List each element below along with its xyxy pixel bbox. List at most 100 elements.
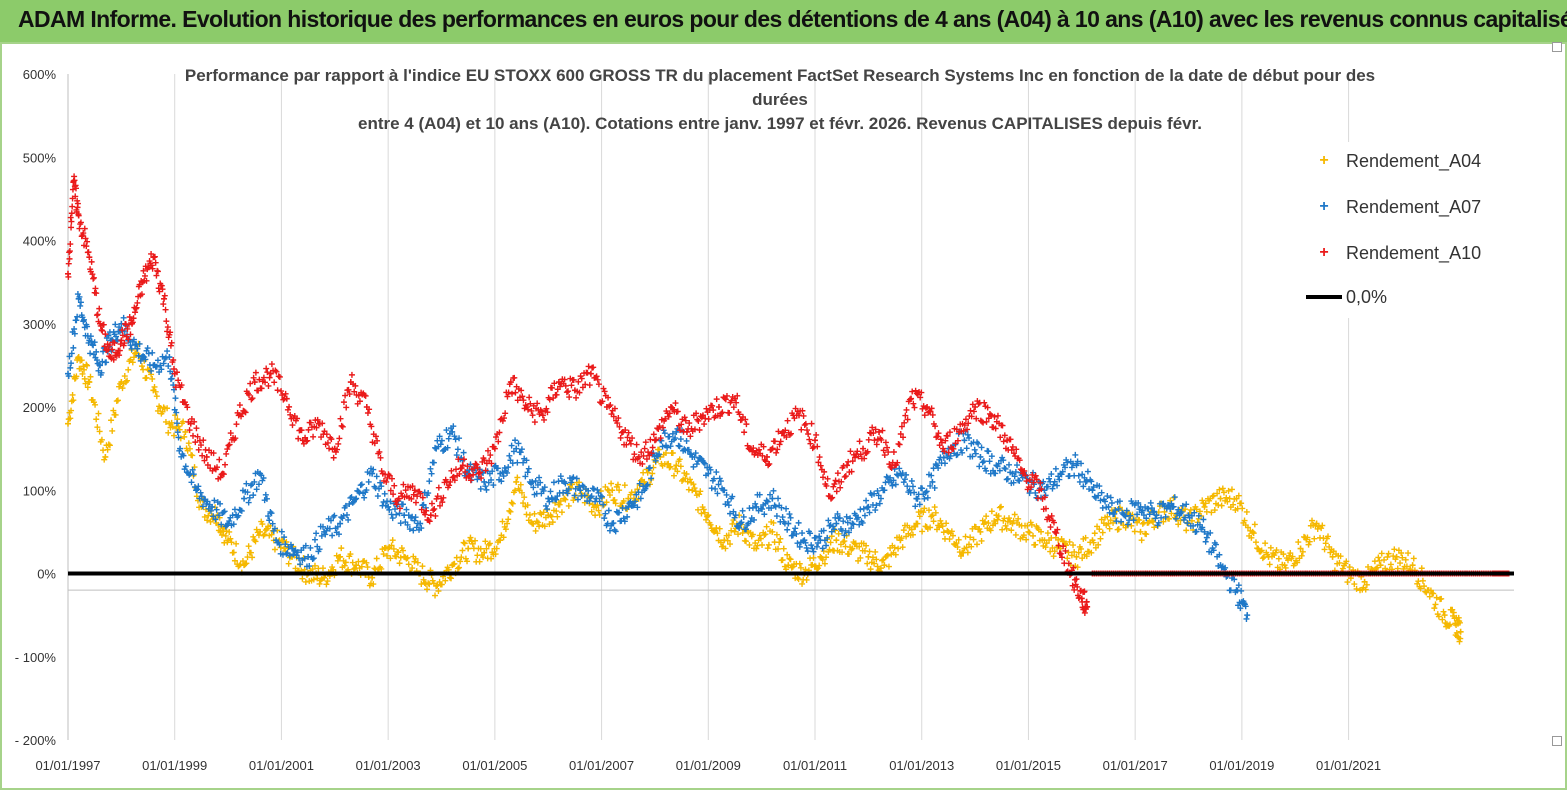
data-point <box>1004 475 1011 482</box>
data-point <box>148 250 155 257</box>
data-point <box>278 528 285 535</box>
data-point <box>1280 551 1287 558</box>
data-point <box>1030 532 1037 539</box>
data-point <box>96 428 103 435</box>
data-point <box>967 407 974 414</box>
data-point <box>319 523 326 530</box>
data-point <box>888 464 895 471</box>
data-point <box>743 421 750 428</box>
data-point <box>1025 528 1032 535</box>
data-point <box>554 513 561 520</box>
data-point <box>369 470 376 477</box>
data-point <box>1214 490 1221 497</box>
data-point <box>1102 498 1109 505</box>
data-point <box>642 439 649 446</box>
data-point <box>860 445 867 452</box>
data-point <box>924 404 931 410</box>
data-point <box>217 474 224 481</box>
data-point <box>786 431 793 438</box>
data-point <box>611 496 618 503</box>
data-point <box>656 423 663 430</box>
data-point <box>597 492 604 499</box>
data-point <box>475 470 482 477</box>
data-point <box>716 525 723 532</box>
data-point <box>823 554 830 561</box>
data-point <box>76 225 83 232</box>
data-point <box>496 429 503 436</box>
data-point <box>1188 517 1195 524</box>
data-point <box>338 545 345 552</box>
data-point <box>968 543 975 550</box>
data-point <box>929 512 936 519</box>
data-point <box>696 491 703 498</box>
data-point <box>1063 456 1070 463</box>
data-point <box>162 418 169 425</box>
data-point <box>1175 506 1182 513</box>
data-point <box>849 458 856 465</box>
data-point <box>649 444 656 451</box>
data-point <box>1275 555 1282 562</box>
data-point <box>768 505 775 512</box>
data-point <box>1238 500 1245 507</box>
data-point <box>1193 528 1200 535</box>
data-point <box>1237 605 1244 612</box>
data-point <box>863 542 870 549</box>
data-point <box>992 520 999 527</box>
data-point <box>556 501 563 508</box>
data-point <box>594 502 601 509</box>
data-point <box>284 406 291 413</box>
data-point <box>71 330 78 337</box>
x-tick-label: 01/01/2013 <box>889 758 954 773</box>
data-point <box>541 484 548 491</box>
resize-handle-bottom-right[interactable] <box>1552 736 1562 746</box>
data-point <box>224 446 231 453</box>
data-point <box>1155 519 1162 526</box>
data-point <box>602 510 609 517</box>
data-point <box>112 321 119 328</box>
data-point <box>884 552 891 559</box>
data-point <box>313 530 320 537</box>
data-point <box>1241 600 1248 607</box>
data-point <box>1430 590 1437 597</box>
data-point <box>90 275 97 282</box>
data-point <box>1097 535 1104 542</box>
data-point <box>595 381 602 388</box>
data-point <box>1111 510 1118 517</box>
data-point <box>634 504 641 511</box>
data-point <box>596 498 603 505</box>
data-point <box>1104 493 1111 500</box>
data-point <box>334 446 341 453</box>
data-point <box>94 424 101 431</box>
data-point <box>209 503 216 510</box>
data-point <box>833 537 840 544</box>
x-tick-label: 01/01/1997 <box>35 758 100 773</box>
data-point <box>1438 595 1445 602</box>
data-point <box>165 429 172 436</box>
data-point <box>1336 559 1343 566</box>
data-point <box>1158 514 1165 521</box>
data-point <box>267 370 274 377</box>
data-point <box>829 494 836 501</box>
data-point <box>612 500 619 507</box>
data-point <box>779 556 786 563</box>
data-point <box>855 514 862 521</box>
data-point <box>986 458 993 465</box>
data-point <box>488 555 495 562</box>
data-point <box>1405 550 1412 557</box>
data-point <box>423 507 430 514</box>
data-point <box>322 531 329 538</box>
data-point <box>935 465 942 472</box>
data-point <box>959 449 966 456</box>
data-point <box>823 542 830 549</box>
data-point <box>160 404 167 411</box>
data-point <box>420 501 427 508</box>
data-point <box>718 410 725 417</box>
data-point <box>937 517 944 524</box>
resize-handle-top-right[interactable] <box>1552 42 1562 52</box>
data-point <box>253 486 260 493</box>
data-point <box>1083 598 1090 605</box>
data-point <box>1070 460 1077 467</box>
data-point <box>145 264 152 271</box>
data-point <box>701 421 708 428</box>
data-point <box>428 470 435 477</box>
